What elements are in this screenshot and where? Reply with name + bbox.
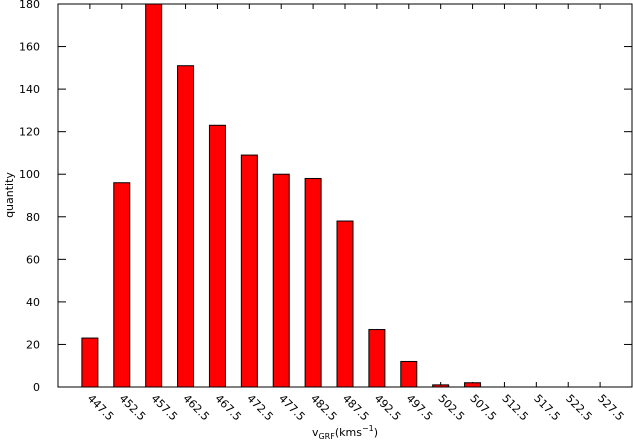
x-tick-label: 527.5 (595, 392, 626, 423)
x-tick-label: 507.5 (467, 392, 498, 423)
y-tick-label: 80 (26, 211, 40, 224)
x-tick-label: 447.5 (85, 392, 116, 423)
y-tick-label: 140 (19, 83, 40, 96)
x-tick-label: 512.5 (499, 392, 530, 423)
y-tick-label: 120 (19, 126, 40, 139)
x-label-sub: GRF (318, 432, 335, 441)
x-label-sup: −1 (362, 424, 374, 433)
bar (240, 154, 258, 388)
y-tick-label: 40 (26, 296, 40, 309)
y-tick-label: 100 (19, 168, 40, 181)
y-axis-label: quantity (3, 172, 16, 218)
x-tick-label: 517.5 (531, 392, 562, 423)
bar (81, 337, 99, 388)
y-tick-label: 160 (19, 41, 40, 54)
x-tick-label: 492.5 (372, 392, 403, 423)
x-tick-label: 472.5 (244, 392, 275, 423)
bar (368, 329, 386, 388)
bar (464, 382, 482, 388)
bar (336, 220, 354, 388)
bar (400, 360, 418, 388)
bar (145, 3, 163, 388)
bar (113, 182, 131, 388)
x-tick-label: 497.5 (404, 392, 435, 423)
y-tick-label: 0 (33, 381, 40, 394)
x-label-main: (kms (335, 426, 362, 439)
y-tick-label: 60 (26, 253, 40, 266)
bar (432, 384, 450, 388)
x-tick-label: 502.5 (436, 392, 467, 423)
bar (304, 177, 322, 388)
y-tick-label: 20 (26, 338, 40, 351)
x-tick-label: 462.5 (180, 392, 211, 423)
x-tick-label: 457.5 (149, 392, 180, 423)
x-label-end: ) (374, 426, 378, 439)
x-tick-label: 522.5 (563, 392, 594, 423)
x-label-base: v (312, 426, 319, 439)
x-tick-label: 482.5 (308, 392, 339, 423)
bar (208, 124, 226, 388)
bar (177, 65, 195, 388)
y-tick-label: 180 (19, 0, 40, 11)
x-axis-label: vGRF(kms−1) (312, 424, 378, 441)
bar (272, 173, 290, 388)
x-tick-label: 452.5 (117, 392, 148, 423)
x-tick-label: 477.5 (276, 392, 307, 423)
x-tick-label: 487.5 (340, 392, 371, 423)
x-tick-label: 467.5 (212, 392, 243, 423)
